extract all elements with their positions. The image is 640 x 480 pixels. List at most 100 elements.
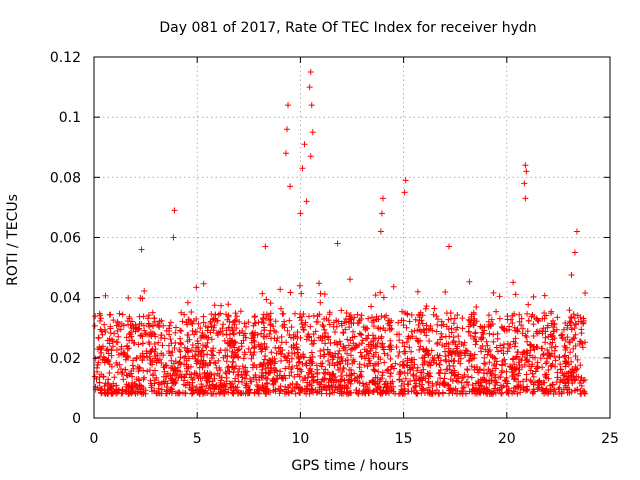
data-point [527,367,534,374]
data-point [468,374,475,381]
x-tick-label: 0 [90,431,99,447]
data-point [577,362,584,369]
data-point [349,334,356,341]
data-point [318,378,325,385]
data-point [469,382,476,389]
data-point [212,311,219,318]
data-point [288,366,295,373]
data-point [264,379,271,386]
data-point [477,382,484,389]
data-point [434,321,441,328]
data-point [464,367,471,374]
data-point [156,323,163,330]
data-point [447,309,454,316]
data-point [199,342,206,349]
data-point [528,363,535,370]
data-point [294,381,301,388]
data-point [322,370,329,377]
data-point [164,387,171,394]
data-point [373,343,380,350]
data-point [387,373,394,380]
data-point [459,325,466,332]
data-point [420,366,427,373]
data-point [176,359,183,366]
data-point [207,385,214,392]
data-point [430,311,437,318]
data-point [329,372,336,379]
data-point [169,388,176,395]
data-point [498,389,505,396]
data-point [150,322,157,329]
data-point [239,363,246,370]
data-point [309,374,316,381]
data-point [300,353,307,360]
data-point [219,325,226,332]
data-point [480,374,487,381]
data-point [446,366,453,373]
data-point [408,312,415,319]
data-point [387,356,394,363]
data-point [138,246,145,253]
data-point [288,334,295,341]
data-point [580,387,587,394]
data-point [370,387,377,394]
data-point [545,366,552,373]
data-point [570,335,577,342]
data-point [129,379,136,386]
data-point [321,375,328,382]
data-point [347,352,354,359]
data-point [189,390,196,397]
data-point [491,354,498,361]
data-point [431,305,438,312]
data-point [91,373,98,380]
data-point [446,390,453,397]
data-point [545,390,552,397]
data-point [294,371,301,378]
data-point [260,360,267,367]
data-point [232,317,239,324]
data-point [414,327,421,334]
data-point [248,352,255,359]
data-point [233,313,240,320]
data-point [101,356,108,363]
data-point [99,343,106,350]
data-point [204,362,211,369]
data-point [297,210,304,217]
data-point [385,366,392,373]
data-point [223,358,230,365]
data-point [296,358,303,365]
data-point [493,344,500,351]
data-point [498,390,505,397]
data-point [395,353,402,360]
data-point [184,321,191,328]
data-point [293,362,300,369]
data-point [97,315,104,322]
data-point [104,390,111,397]
data-point [351,358,358,365]
data-point [181,311,188,318]
data-point [436,352,443,359]
data-point [523,371,530,378]
data-point [230,330,237,337]
data-point [168,340,175,347]
data-point [335,378,342,385]
data-point [552,343,559,350]
data-point [372,349,379,356]
data-point [93,364,100,371]
data-point [400,322,407,329]
data-point [128,333,135,340]
data-point [548,350,555,357]
data-point [284,327,291,334]
data-point [126,383,133,390]
data-point [486,312,492,319]
data-point [351,377,358,384]
data-point [258,318,265,325]
data-point [358,312,365,319]
data-point [471,366,478,373]
data-point [133,355,140,362]
data-point [344,336,351,343]
data-point [321,315,328,322]
data-point [172,368,179,375]
data-point [139,340,146,347]
data-point [114,318,121,325]
